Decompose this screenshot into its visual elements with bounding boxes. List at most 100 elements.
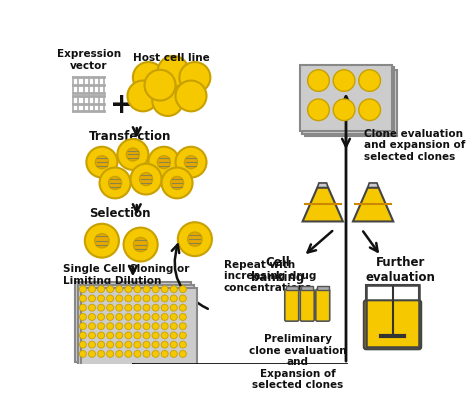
Circle shape: [85, 224, 119, 258]
Circle shape: [95, 156, 109, 169]
Circle shape: [107, 304, 114, 311]
Circle shape: [80, 323, 86, 330]
Circle shape: [175, 147, 207, 178]
Circle shape: [125, 351, 132, 357]
Text: Clone evaluation
and expansion of
selected clones: Clone evaluation and expansion of select…: [364, 128, 465, 162]
FancyBboxPatch shape: [316, 290, 330, 321]
Circle shape: [170, 314, 177, 321]
Circle shape: [125, 304, 132, 311]
Circle shape: [134, 304, 141, 311]
Circle shape: [152, 323, 159, 330]
Text: Cell
banking: Cell banking: [251, 255, 304, 283]
Circle shape: [143, 342, 150, 348]
Circle shape: [179, 304, 186, 311]
Circle shape: [179, 286, 186, 293]
Circle shape: [179, 314, 186, 321]
Circle shape: [89, 314, 95, 321]
Circle shape: [161, 286, 168, 293]
Circle shape: [89, 304, 95, 311]
Circle shape: [116, 351, 123, 357]
Circle shape: [125, 342, 132, 348]
Circle shape: [162, 168, 192, 199]
Text: Transfection: Transfection: [89, 129, 171, 142]
Text: Selection: Selection: [89, 206, 150, 219]
Text: Host cell line: Host cell line: [133, 53, 210, 63]
Polygon shape: [353, 188, 393, 222]
Circle shape: [179, 332, 186, 339]
Circle shape: [152, 295, 159, 302]
Circle shape: [134, 351, 141, 357]
Circle shape: [143, 351, 150, 357]
Circle shape: [116, 286, 123, 293]
Circle shape: [125, 286, 132, 293]
Circle shape: [124, 228, 158, 262]
Circle shape: [171, 177, 183, 190]
Circle shape: [133, 63, 164, 94]
Circle shape: [152, 86, 183, 117]
Circle shape: [170, 323, 177, 330]
Circle shape: [125, 332, 132, 339]
Circle shape: [130, 164, 162, 195]
Circle shape: [359, 71, 381, 92]
Circle shape: [145, 71, 175, 101]
Circle shape: [80, 286, 86, 293]
Circle shape: [143, 314, 150, 321]
Circle shape: [107, 342, 114, 348]
Circle shape: [134, 295, 141, 302]
Circle shape: [152, 332, 159, 339]
Circle shape: [152, 342, 159, 348]
Bar: [366, 285, 419, 303]
Circle shape: [107, 323, 114, 330]
Circle shape: [107, 295, 114, 302]
FancyBboxPatch shape: [302, 68, 394, 134]
Circle shape: [170, 304, 177, 311]
Circle shape: [308, 100, 329, 121]
Circle shape: [80, 332, 86, 339]
FancyBboxPatch shape: [364, 301, 421, 349]
Circle shape: [188, 232, 202, 247]
FancyBboxPatch shape: [300, 66, 392, 132]
Polygon shape: [317, 184, 328, 188]
Circle shape: [134, 323, 141, 330]
Circle shape: [98, 295, 105, 302]
Circle shape: [134, 286, 141, 293]
Circle shape: [125, 323, 132, 330]
Circle shape: [178, 222, 212, 256]
Circle shape: [175, 81, 207, 112]
Circle shape: [143, 304, 150, 311]
Circle shape: [179, 323, 186, 330]
Circle shape: [128, 81, 158, 112]
Circle shape: [333, 71, 355, 92]
Circle shape: [143, 332, 150, 339]
Polygon shape: [368, 184, 379, 188]
Circle shape: [98, 332, 105, 339]
Circle shape: [116, 342, 123, 348]
Circle shape: [107, 286, 114, 293]
Circle shape: [134, 314, 141, 321]
Circle shape: [148, 147, 179, 178]
Circle shape: [152, 286, 159, 293]
Bar: [301, 286, 313, 290]
Circle shape: [89, 286, 95, 293]
Circle shape: [143, 295, 150, 302]
Circle shape: [116, 304, 123, 311]
Circle shape: [86, 147, 118, 178]
Circle shape: [98, 342, 105, 348]
Circle shape: [80, 304, 86, 311]
Circle shape: [161, 295, 168, 302]
Circle shape: [170, 342, 177, 348]
Circle shape: [161, 351, 168, 357]
Circle shape: [152, 351, 159, 357]
FancyBboxPatch shape: [78, 285, 194, 365]
Circle shape: [98, 323, 105, 330]
Bar: [285, 286, 298, 290]
Circle shape: [161, 342, 168, 348]
Circle shape: [116, 295, 123, 302]
Circle shape: [158, 57, 189, 88]
Circle shape: [89, 342, 95, 348]
Circle shape: [139, 173, 153, 186]
Circle shape: [170, 332, 177, 339]
Bar: [366, 285, 419, 347]
Circle shape: [125, 295, 132, 302]
Text: Preliminary
clone evaluation
and
Expansion of
selected clones: Preliminary clone evaluation and Expansi…: [249, 333, 347, 389]
